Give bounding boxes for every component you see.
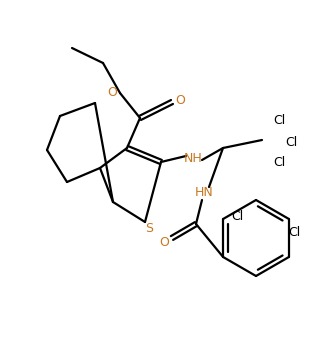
Text: O: O — [175, 94, 185, 107]
Text: Cl: Cl — [273, 157, 285, 170]
Text: HN: HN — [195, 185, 214, 199]
Text: O: O — [159, 237, 169, 250]
Text: S: S — [145, 223, 153, 236]
Text: O: O — [107, 86, 117, 99]
Text: Cl: Cl — [285, 135, 297, 148]
Text: Cl: Cl — [231, 211, 243, 224]
Text: Cl: Cl — [273, 114, 285, 127]
Text: Cl: Cl — [288, 226, 300, 239]
Text: NH: NH — [184, 152, 202, 165]
